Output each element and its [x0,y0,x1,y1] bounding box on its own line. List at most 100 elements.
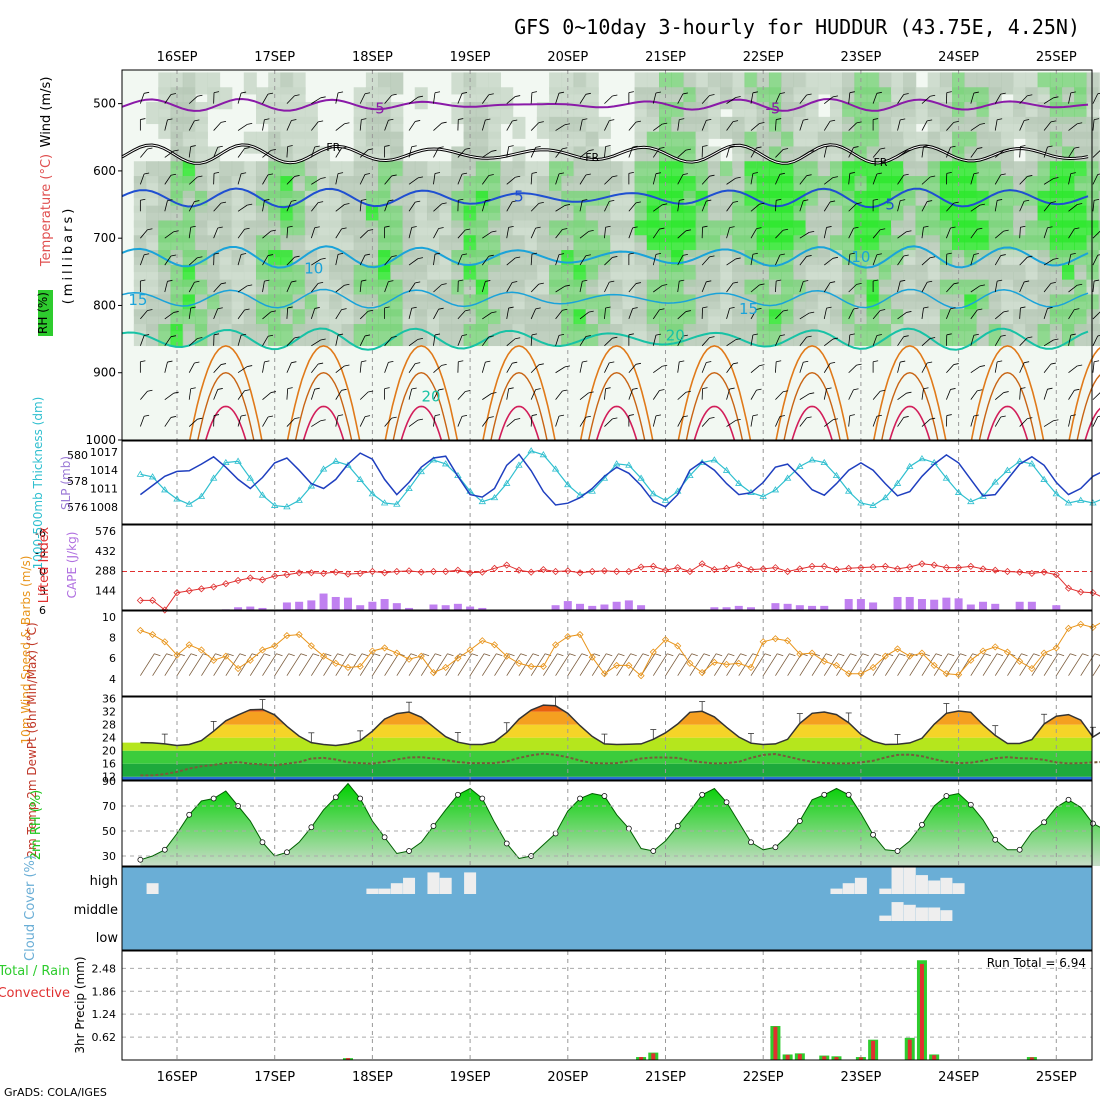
wind-barb-10m-flag [190,653,198,657]
wind-barb-flag [1027,175,1033,177]
wind-barb [1068,365,1078,374]
wind-barb-flag [167,199,173,201]
wind-barb [604,201,610,212]
wind-barb [823,227,827,239]
wind-barb [775,200,777,212]
wind-speed-point [893,645,902,653]
wind-barb-10m-flag [178,653,185,657]
rh-shade [610,324,624,347]
wind-barb [555,254,560,266]
wind-barb-flag [291,199,297,202]
wind-barb-flag [1070,252,1076,255]
wind-barb-flag [659,227,665,230]
wind-barb-flag [411,387,417,390]
wind-barb [921,120,928,131]
wind-barb-flag [1097,92,1100,95]
wind-barb-flag [1070,91,1076,94]
wind-barb-10m-flag [740,653,747,657]
wind-barb [604,95,613,104]
wind-barb [164,94,172,104]
wind-barb-flag [1077,364,1083,367]
wind-barb-flag [953,201,959,204]
wind-barb-10m-flag [215,653,222,657]
wind-barb-flag [270,229,276,232]
wind-speed-point [319,652,328,660]
wind-barb-flag [391,335,397,338]
wind-barb [579,94,587,104]
wind-barb-10m-flag [777,653,784,657]
wind-barb-flag [1050,120,1056,123]
wind-barb-flag [562,228,568,230]
rh-shade [817,324,831,347]
warm-dome [693,405,736,441]
wind-barb-flag [264,199,270,201]
wind-barb [726,388,730,400]
rh-shade [1098,309,1100,332]
wind-barb-flag [873,360,879,363]
wind-barb [775,280,777,293]
wind-barb-flag [147,228,153,231]
wind-speed-point [307,642,315,650]
rh-legend-swatch [38,290,53,336]
wind-barb-flag [873,118,879,120]
wind-barb-flag [434,172,441,174]
wind-barb-flag [803,199,809,202]
wind-speed-point [466,646,474,654]
wind-barb-flag [173,311,179,313]
wind-barb [824,419,834,427]
wind-barb-flag [241,172,247,175]
thickness-point [344,461,352,468]
wind-barb-flag [170,254,177,257]
wind-barb-flag [434,333,441,336]
wind-barb-flag [173,149,179,152]
wind-barb-flag [1050,362,1056,365]
wind-barb [1019,307,1021,319]
wind-barb-flag [779,253,785,256]
wind-barb-flag [927,280,933,283]
wind-barb [310,389,316,400]
wind-barb-10m-flag [1045,653,1053,657]
wind-barb-flag [682,253,688,256]
isotherm-label: -5 [370,99,385,117]
wind-barb-flag [244,227,250,230]
wind-barb-flag [1047,387,1053,390]
li-point [539,566,547,574]
precip-conv-bar [797,1054,802,1060]
wind-barb-10m-flag [227,653,234,657]
li-point [784,567,792,576]
wind-barb-flag [531,333,538,336]
wind-barb-flag [1024,361,1030,364]
wind-barb-flag [903,173,909,176]
wind-barb [335,228,342,239]
wind-barb-flag [1050,201,1056,203]
wind-barb-10m-flag [850,653,857,657]
wind-barb-10m [933,653,949,676]
warm-dome [978,371,1037,441]
wind-barb [604,227,606,239]
precip-tick-label: 0.62 [92,1031,117,1044]
wind-barb [359,255,366,266]
wind-barb [994,200,998,212]
wind-barb-flag [1000,415,1006,418]
chart-title: GFS 0~10day 3-hourly for HUDDUR (43.75E,… [514,15,1080,39]
wind-barb-flag [950,307,956,310]
wind-barb [872,416,878,427]
wind-barb [921,338,931,347]
wind-barb-10m [237,653,253,676]
rh-point [894,848,901,854]
wind-barb-flag [314,145,320,148]
wind-barb-flag [411,145,417,148]
wind-speed-point [832,661,841,669]
wind-barb [848,284,857,293]
wind-barb [677,416,684,427]
wind-barb-flag [485,118,491,121]
wind-barb-10m [298,653,314,676]
wind-barb-flag [140,360,146,363]
cape-bar [551,605,560,610]
wind-barb-flag [830,119,836,122]
rh-shade [1000,72,1014,95]
wind-barb [799,175,807,185]
thickness-point [832,471,841,479]
cape-bar [246,606,255,610]
wind-barb [286,227,289,239]
